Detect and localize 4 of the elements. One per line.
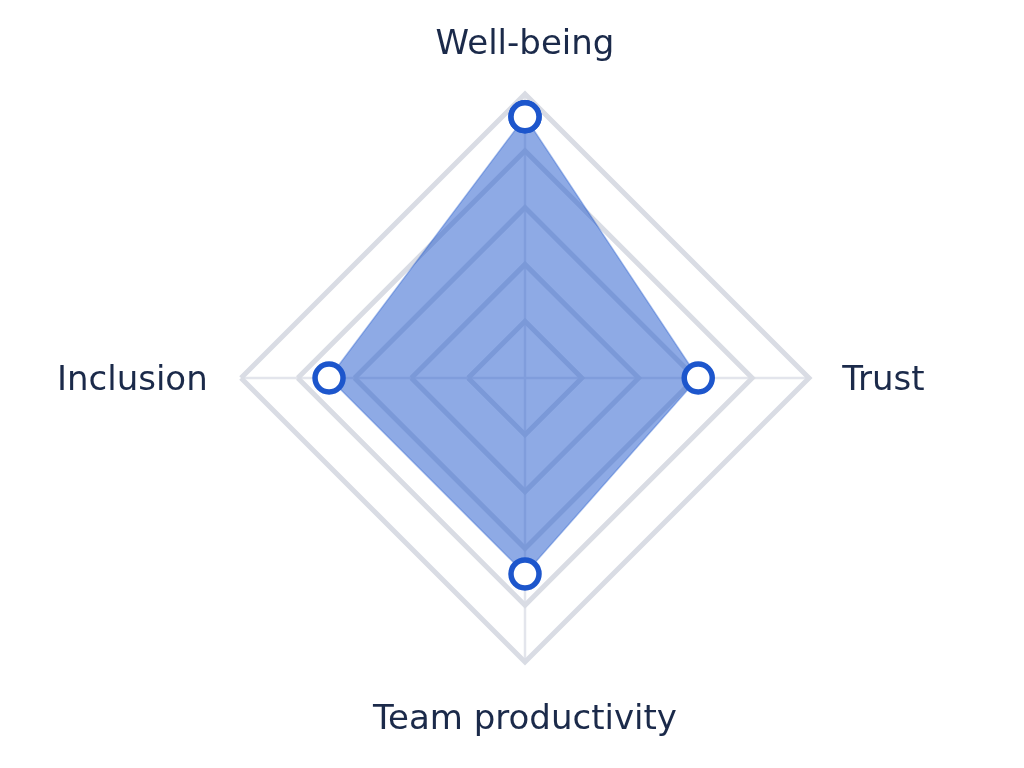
spoke-label: Well-being [435, 21, 615, 62]
spoke-label: Trust [841, 357, 925, 398]
spoke-label: Team productivity [372, 697, 677, 738]
spoke-label: Inclusion [56, 357, 208, 398]
